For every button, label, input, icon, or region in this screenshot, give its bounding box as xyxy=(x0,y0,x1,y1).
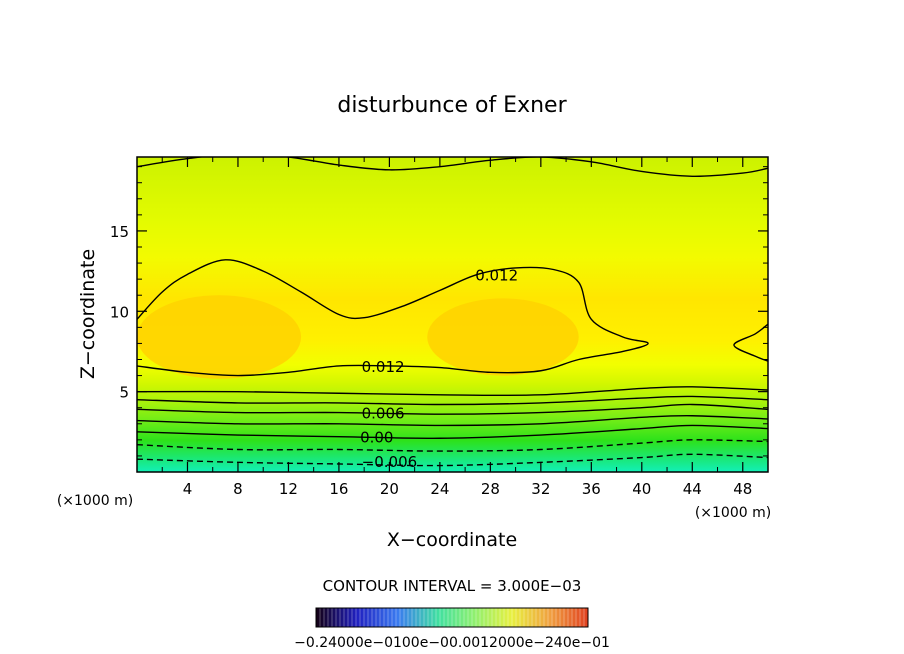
x-tick-label: 4 xyxy=(183,480,193,498)
chart-title: disturbunce of Exner xyxy=(337,93,567,118)
y-tick-label: 15 xyxy=(110,223,129,241)
maximum-region-2 xyxy=(427,298,579,376)
x-tick-label: 24 xyxy=(430,480,449,498)
x-tick-label: 44 xyxy=(683,480,702,498)
contour-line-8 xyxy=(137,424,768,439)
maximum-region-1 xyxy=(137,295,302,379)
contour-line-7 xyxy=(137,414,768,427)
x-tick-label: 40 xyxy=(632,480,651,498)
x-tick-label: 36 xyxy=(582,480,601,498)
y-tick-label: 5 xyxy=(119,384,129,402)
x-tick-label: 32 xyxy=(531,480,550,498)
contour-line-4 xyxy=(137,386,768,397)
y-tick-label: 10 xyxy=(110,303,129,321)
plot-frame xyxy=(136,156,769,473)
contour-line-10 xyxy=(137,453,768,467)
x-unit-label: (×1000 m) xyxy=(695,505,771,521)
x-axis-label: X−coordinate xyxy=(387,529,517,551)
x-tick-label: 8 xyxy=(233,480,243,498)
colorbar-frame xyxy=(315,607,589,628)
contour-line-5 xyxy=(137,395,768,406)
contour-interval-label: CONTOUR INTERVAL = 3.000E−03 xyxy=(323,577,582,595)
contour-line-1 xyxy=(137,259,649,377)
x-tick-label: 16 xyxy=(329,480,348,498)
colorbar-labels: −0.24000e−0100e−00.0012000e−240e−01 xyxy=(294,635,610,651)
contour-label-1: 0.012 xyxy=(475,266,518,284)
contour-line-3 xyxy=(137,157,768,177)
y-axis-label: Z−coordinate xyxy=(77,249,99,379)
contour-label-2: 0.012 xyxy=(362,358,405,376)
contour-label-3: 0.006 xyxy=(362,405,405,423)
x-tick-label: 20 xyxy=(380,480,399,498)
x-tick-label: 12 xyxy=(279,480,298,498)
contour-label-4: 0.00 xyxy=(360,429,393,447)
x-tick-label: 48 xyxy=(733,480,752,498)
contour-label-5: −0.006 xyxy=(362,453,418,471)
colorbar xyxy=(315,607,589,628)
contour-line-2 xyxy=(733,323,768,362)
x-tick-label: 28 xyxy=(481,480,500,498)
y-unit-label: (×1000 m) xyxy=(57,493,133,509)
contour-line-6 xyxy=(137,403,768,415)
contour-line-9 xyxy=(137,439,768,452)
